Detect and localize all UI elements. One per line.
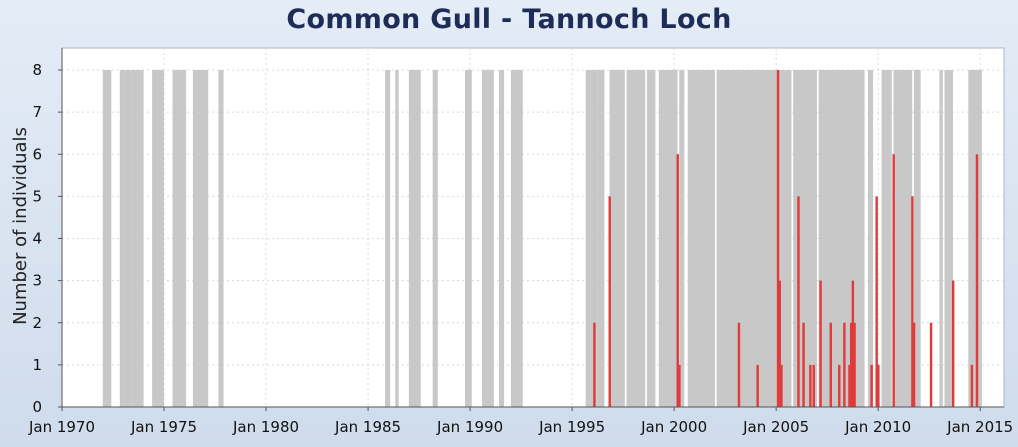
- y-tick-label: 3: [32, 272, 42, 290]
- survey-period-band: [192, 70, 209, 407]
- survey-period-band: [172, 70, 187, 407]
- y-tick-label: 0: [32, 398, 42, 416]
- count-bar: [951, 280, 955, 407]
- count-bar: [819, 280, 822, 407]
- count-bars: [593, 70, 979, 407]
- survey-period-band: [432, 70, 438, 407]
- survey-period-band: [498, 70, 505, 407]
- survey-period-band: [687, 70, 715, 407]
- count-bar: [970, 364, 974, 407]
- survey-period-band: [152, 70, 165, 407]
- survey-period-band: [793, 70, 817, 407]
- survey-period-band: [481, 70, 494, 407]
- survey-period-band: [939, 70, 943, 407]
- count-bar: [912, 322, 916, 407]
- x-tick-label: Jan 1980: [232, 418, 299, 436]
- survey-period-band: [385, 70, 391, 407]
- count-bar: [838, 364, 841, 407]
- survey-period-band: [218, 70, 224, 407]
- count-bar: [608, 196, 611, 407]
- count-bar: [849, 322, 853, 407]
- x-tick-label: Jan 1970: [28, 418, 95, 436]
- chart-title: Common Gull - Tannoch Loch: [286, 4, 732, 35]
- y-tick-label: 6: [32, 145, 42, 163]
- x-tick-label: Jan 2010: [844, 418, 911, 436]
- survey-period-band: [893, 70, 913, 407]
- x-tick-label: Jan 2005: [742, 418, 809, 436]
- x-tick-label: Jan 1985: [334, 418, 401, 436]
- count-bar: [975, 154, 979, 407]
- survey-period-band: [597, 70, 605, 407]
- y-tick-label: 1: [32, 356, 42, 374]
- survey-period-band: [510, 70, 523, 407]
- y-axis-label: Number of individuals: [10, 127, 31, 325]
- x-tick-label: Jan 1990: [436, 418, 503, 436]
- count-bar: [678, 364, 681, 407]
- y-tick-label: 8: [32, 61, 42, 79]
- count-bar: [929, 322, 933, 407]
- count-bar: [911, 196, 914, 407]
- count-bar: [848, 364, 851, 407]
- survey-period-band: [464, 70, 472, 407]
- count-bar: [802, 322, 805, 407]
- survey-period-band: [867, 70, 874, 407]
- survey-period-band: [646, 70, 656, 407]
- survey-period-band: [626, 70, 646, 407]
- count-bar: [756, 364, 759, 407]
- survey-period-band: [395, 70, 399, 407]
- x-tick-label: Jan 2015: [946, 418, 1013, 436]
- count-bar: [776, 70, 780, 407]
- y-tick-label: 7: [32, 103, 42, 121]
- survey-period-band: [408, 70, 421, 407]
- x-tick-label: Jan 1995: [538, 418, 605, 436]
- x-tick-label: Jan 1975: [130, 418, 197, 436]
- survey-period-band: [131, 70, 144, 407]
- survey-period-band: [944, 70, 953, 407]
- survey-period-band: [124, 70, 132, 407]
- count-bar: [877, 364, 880, 407]
- survey-period-band: [818, 70, 865, 407]
- survey-period-band: [102, 70, 112, 407]
- count-bar: [853, 322, 856, 407]
- survey-period-band: [585, 70, 598, 407]
- count-bar: [892, 154, 895, 407]
- y-tick-label: 5: [32, 187, 42, 205]
- survey-period-band: [609, 70, 625, 407]
- survey-period-band: [881, 70, 892, 407]
- count-bar: [778, 280, 781, 407]
- count-bar: [593, 322, 596, 407]
- count-bar: [870, 364, 873, 407]
- count-bar: [737, 322, 741, 407]
- y-tick-label: 4: [32, 230, 42, 248]
- survey-period-band: [679, 70, 685, 407]
- count-bar: [843, 322, 846, 407]
- count-bar: [797, 196, 800, 407]
- count-bar: [829, 322, 832, 407]
- x-tick-label: Jan 2000: [640, 418, 707, 436]
- survey-period-band: [913, 70, 921, 407]
- y-tick-label: 2: [32, 314, 42, 332]
- count-bar: [809, 364, 812, 407]
- count-bar: [676, 154, 679, 407]
- count-bar: [851, 280, 855, 407]
- count-bar: [875, 196, 878, 407]
- survey-period-band: [658, 70, 678, 407]
- count-bar: [780, 364, 783, 407]
- survey-period-band: [968, 70, 982, 407]
- count-bar: [812, 364, 815, 407]
- survey-period-band: [119, 70, 125, 407]
- axes: 0 1 2 3 4 5 6 7 8 Jan 1970 Jan 1975 Jan 1980 Jan 198…: [28, 48, 1013, 436]
